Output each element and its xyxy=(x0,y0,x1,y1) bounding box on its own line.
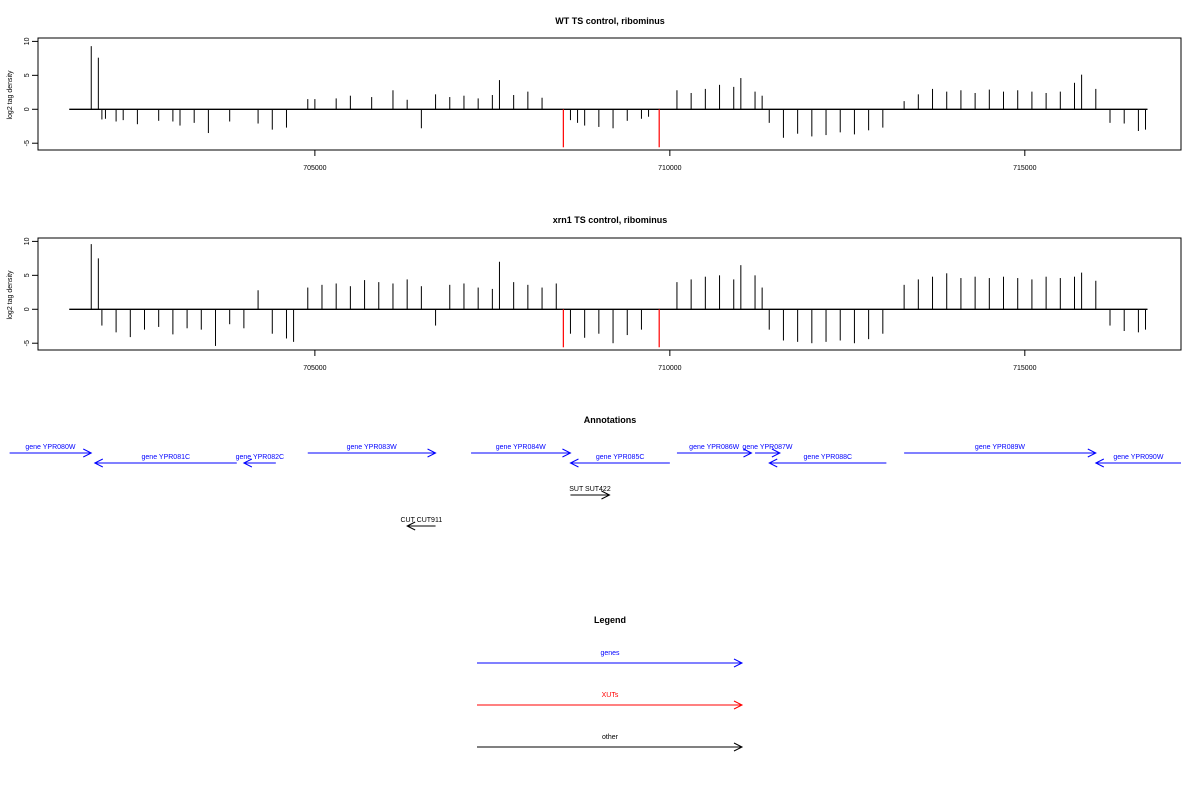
gene-annotation-label: gene YPR087W xyxy=(742,444,792,451)
other-annotation-arrowhead xyxy=(601,490,611,500)
xrn1-y-tick-label: 10 xyxy=(24,237,31,245)
gene-annotation-label: gene YPR084W xyxy=(496,444,546,451)
xrn1-x-tick-label: 715000 xyxy=(1013,365,1036,372)
legend-arrowhead xyxy=(733,658,744,668)
xrn1-x-tick-label: 705000 xyxy=(303,365,326,372)
wt-y-tick-label: 0 xyxy=(24,107,31,111)
annotation-features: gene YPR080W gene YPR081C gene YPR082C gene… xyxy=(9,444,1181,531)
xrn1-x-axis: 705000 710000 715000 xyxy=(303,350,1037,372)
wt-tag-density-bars xyxy=(69,46,1148,148)
gene-annotation-arrowhead xyxy=(83,448,93,458)
other-annotation-label: SUT SUT422 xyxy=(569,486,611,493)
wt-panel: WT TS control, ribominus log2 tag densit… xyxy=(7,16,1182,172)
wt-x-tick-label: 715000 xyxy=(1013,165,1036,172)
legend-arrowhead xyxy=(733,700,744,710)
gene-annotation-arrowhead xyxy=(242,458,253,468)
gene-annotation-label: gene YPR085C xyxy=(596,454,645,461)
legend: Legend genes XUTs other xyxy=(477,615,744,752)
wt-panel-title: WT TS control, ribominus xyxy=(555,16,665,26)
gene-annotation-label: gene YPR086W xyxy=(689,444,739,451)
xrn1-y-axis-label: log2 tag density xyxy=(7,270,14,320)
legend-item-label: genes xyxy=(600,650,620,657)
annotations-title: Annotations xyxy=(584,415,637,425)
gene-annotation-arrowhead xyxy=(1094,458,1105,468)
wt-y-axis-label: log2 tag density xyxy=(7,70,14,120)
wt-y-tick-label: -5 xyxy=(24,140,31,146)
legend-item-label: XUTs xyxy=(602,692,619,699)
gene-annotation-arrowhead xyxy=(93,458,104,468)
other-annotation-arrowhead xyxy=(406,521,416,531)
wt-y-axis: 10 5 0 -5 xyxy=(24,37,39,146)
gene-annotation-arrowhead xyxy=(569,458,579,468)
xrn1-y-tick-label: -5 xyxy=(24,340,31,346)
gene-annotation-arrowhead xyxy=(771,448,782,458)
gene-annotation-arrowhead xyxy=(1087,448,1097,458)
other-annotation-label: CUT CUT911 xyxy=(400,517,442,524)
gene-annotation-label: gene YPR081C xyxy=(142,454,191,461)
legend-arrowhead xyxy=(733,742,744,752)
gene-annotation-arrowhead xyxy=(562,448,572,458)
gene-annotation-label: gene YPR082C xyxy=(236,454,285,461)
xrn1-y-tick-label: 5 xyxy=(24,273,31,277)
gene-annotation-arrowhead xyxy=(743,448,753,458)
xrn1-panel-title: xrn1 TS control, ribominus xyxy=(553,215,668,225)
gene-annotation-arrowhead xyxy=(768,458,778,468)
legend-item-label: other xyxy=(602,734,619,741)
gene-annotation-label: gene YPR090W xyxy=(1113,454,1163,461)
xrn1-tag-density-bars xyxy=(69,244,1148,348)
xrn1-y-axis: 10 5 0 -5 xyxy=(24,237,39,346)
gene-annotation-label: gene YPR083W xyxy=(347,444,397,451)
xrn1-panel: xrn1 TS control, ribominus log2 tag dens… xyxy=(7,215,1182,372)
xrn1-y-tick-label: 0 xyxy=(24,307,31,311)
xrn1-plot-frame xyxy=(37,237,1182,351)
gene-annotation-arrowhead xyxy=(427,448,437,458)
legend-items: genes XUTs other xyxy=(477,650,744,752)
wt-y-tick-label: 10 xyxy=(24,37,31,45)
gene-annotation-label: gene YPR089W xyxy=(975,444,1025,451)
xrn1-x-tick-label: 710000 xyxy=(658,365,681,372)
wt-x-axis: 705000 710000 715000 xyxy=(303,150,1037,172)
wt-x-tick-label: 710000 xyxy=(658,165,681,172)
wt-y-tick-label: 5 xyxy=(24,73,31,77)
legend-title: Legend xyxy=(594,615,626,625)
wt-x-tick-label: 705000 xyxy=(303,165,326,172)
wt-plot-frame xyxy=(37,37,1182,151)
gene-annotation-label: gene YPR088C xyxy=(804,454,853,461)
gene-annotation-label: gene YPR080W xyxy=(25,444,75,451)
